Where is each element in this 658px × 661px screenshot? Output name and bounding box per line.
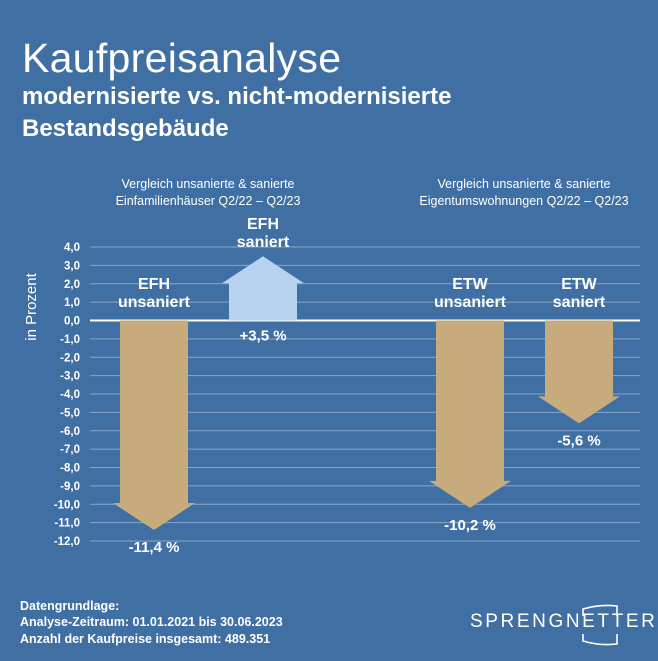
logo-bracket-icon: [582, 634, 618, 646]
sprengnetter-logo: SPRENGNETTER: [470, 611, 658, 632]
category-label: saniert: [237, 234, 290, 251]
category-label: unsaniert: [118, 294, 191, 311]
group-caption-line: Eigentumswohnungen Q2/22 – Q2/23: [419, 194, 629, 208]
data-label: -5,6 %: [557, 432, 600, 449]
arrow-bar: [538, 320, 620, 424]
arrow-bar: [222, 256, 304, 321]
group-caption-efh: Vergleich unsanierte & sanierte Einfamil…: [68, 176, 348, 210]
category-label: ETW: [561, 276, 597, 293]
footer-period: Analyse-Zeitraum: 01.01.2021 bis 30.06.2…: [20, 615, 283, 629]
y-tick-label: -12,0: [54, 536, 80, 548]
y-tick-label: 2,0: [64, 279, 80, 291]
group-caption-etw: Vergleich unsanierte & sanierte Eigentum…: [384, 176, 658, 210]
y-tick-label: -2,0: [60, 352, 80, 364]
group-caption-line: Vergleich unsanierte & sanierte: [437, 177, 611, 191]
category-label: EFH: [247, 216, 279, 233]
category-label: EFH: [138, 276, 170, 293]
y-tick-label: -4,0: [60, 389, 80, 401]
group-caption-line: Einfamilienhäuser Q2/22 – Q2/23: [115, 194, 301, 208]
group-caption-line: Vergleich unsanierte & sanierte: [121, 177, 295, 191]
y-tick-label: 4,0: [64, 242, 80, 254]
data-label: -10,2 %: [444, 517, 496, 534]
arrow-bar: [429, 320, 511, 508]
footer-source-label: Datengrundlage:: [20, 599, 120, 613]
data-label: -11,4 %: [129, 539, 180, 556]
y-tick-label: 3,0: [64, 260, 80, 272]
y-tick-label: -5,0: [60, 407, 80, 419]
category-label: unsaniert: [434, 294, 507, 311]
y-tick-label: -9,0: [60, 481, 80, 493]
y-tick-label: -1,0: [60, 334, 80, 346]
arrow-bar: [113, 320, 195, 530]
category-label: ETW: [452, 276, 488, 293]
page-title: Kaufpreisanalyse: [22, 35, 342, 81]
subtitle-line2: Bestandsgebäude: [22, 115, 229, 142]
y-axis-label: in Prozent: [23, 272, 40, 340]
y-tick-label: -6,0: [60, 426, 80, 438]
y-tick-label: -8,0: [60, 463, 80, 475]
y-tick-label: -11,0: [54, 518, 80, 530]
logo-bracket-icon: [582, 604, 618, 616]
y-tick-label: -10,0: [54, 499, 80, 511]
y-tick-label: 1,0: [64, 297, 80, 309]
y-tick-label: -3,0: [60, 371, 80, 383]
footer-count: Anzahl der Kaufpreise insgesamt: 489.351: [20, 632, 271, 646]
subtitle-line1: modernisierte vs. nicht-modernisierte: [22, 83, 452, 110]
data-label: +3,5 %: [239, 328, 286, 345]
y-tick-label: -7,0: [60, 444, 80, 456]
category-label: saniert: [553, 294, 606, 311]
y-tick-label: 0,0: [64, 316, 80, 328]
